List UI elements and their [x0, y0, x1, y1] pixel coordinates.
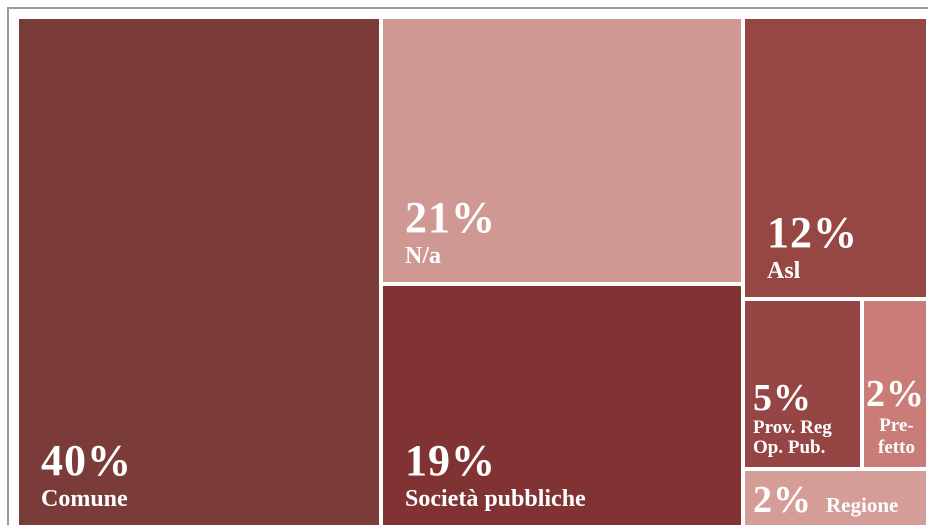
tile-regione: 2% Regione [743, 469, 928, 527]
tile-na-percent: 21% [405, 193, 496, 242]
tile-prov-label: 5% Prov. Reg Op. Pub. [753, 379, 832, 457]
tile-pref-name-line1: Pre- [879, 414, 914, 436]
tile-societa-percent: 19% [405, 436, 496, 485]
tile-pref-label: 2% Pre- fetto [866, 372, 925, 458]
tile-asl-label: 12% Asl [767, 208, 858, 284]
tile-regione-percent: 2% [753, 479, 812, 521]
tile-comune: 40% Comune [17, 17, 381, 527]
tile-prov-percent: 5% [753, 376, 812, 419]
tile-na-label: 21% N/a [405, 193, 496, 269]
tile-regione-name: Regione [826, 493, 899, 517]
tile-prefetto: 2% Pre- fetto [862, 299, 928, 469]
tile-asl-percent: 12% [767, 208, 858, 257]
tile-prov-reg-op-pub: 5% Prov. Reg Op. Pub. [743, 299, 862, 469]
tile-na: 21% N/a [381, 17, 743, 284]
tile-pref-percent: 2% [866, 372, 925, 415]
tile-pref-name-line2: fetto [878, 436, 915, 458]
tile-comune-percent: 40% [41, 436, 132, 485]
tile-prov-name-line2: Op. Pub. [753, 436, 826, 458]
tile-regione-label: 2% Regione [753, 481, 898, 519]
tile-asl-name: Asl [767, 258, 801, 284]
chart-frame: 40% Comune 21% N/a 19% Società pubbliche… [7, 7, 928, 527]
tile-asl: 12% Asl [743, 17, 928, 299]
tile-na-name: N/a [405, 243, 441, 269]
tile-societa-name: Società pubbliche [405, 486, 586, 512]
tile-prov-name-line1: Prov. Reg [753, 416, 832, 438]
tile-comune-name: Comune [41, 486, 128, 512]
tile-societa-label: 19% Società pubbliche [405, 436, 586, 512]
tile-societa-pubbliche: 19% Società pubbliche [381, 284, 743, 527]
tile-comune-label: 40% Comune [41, 436, 132, 512]
